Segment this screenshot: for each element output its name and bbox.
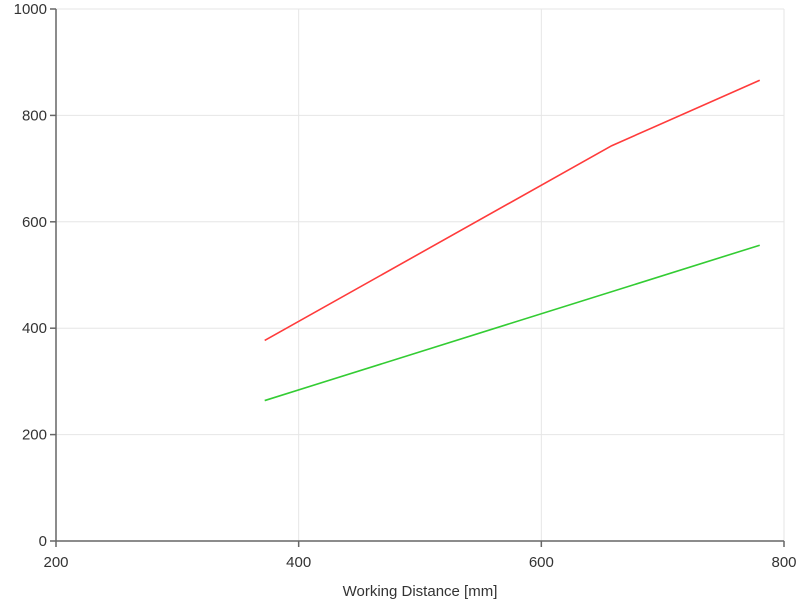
axes: 0 200 400 600 800 1000 200 400 600 800 [14, 1, 797, 571]
y-tick-label: 800 [22, 107, 47, 124]
series-line-2 [264, 244, 760, 402]
y-tick-label: 0 [39, 533, 47, 550]
x-tick-label: 400 [286, 554, 311, 571]
x-axis-title: Working Distance [mm] [343, 583, 498, 600]
x-tick-label: 600 [529, 554, 554, 571]
y-tick-label: 1000 [14, 1, 47, 18]
series-line-1 [264, 79, 761, 342]
y-tick-label: 200 [22, 427, 47, 444]
y-tick-label: 600 [22, 214, 47, 231]
grid [56, 8, 785, 541]
x-tick-label: 200 [43, 554, 68, 571]
series-layer [264, 79, 761, 402]
y-tick-label: 400 [22, 320, 47, 337]
x-tick-label: 800 [771, 554, 796, 571]
